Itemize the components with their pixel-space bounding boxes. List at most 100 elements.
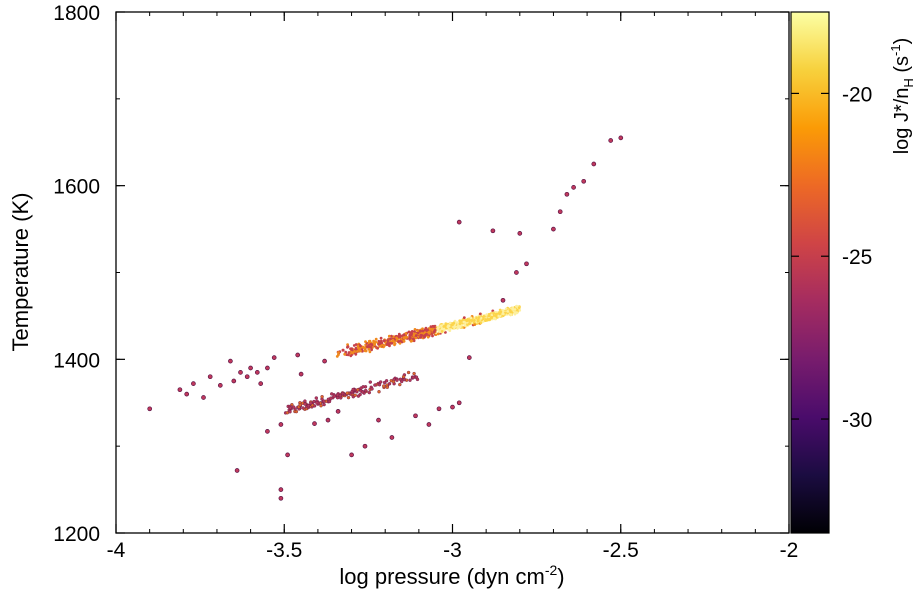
data-point <box>456 219 462 225</box>
density-cell <box>405 335 408 339</box>
density-cell <box>434 333 438 336</box>
density-cell <box>415 377 420 382</box>
density-cell <box>478 312 482 316</box>
density-cell <box>448 321 452 325</box>
data-point <box>524 261 529 267</box>
density-cell <box>292 405 296 409</box>
data-point <box>413 413 418 419</box>
data-point <box>278 487 284 492</box>
x-tick-label: -4 <box>107 539 126 562</box>
density-cell <box>386 339 390 342</box>
density-cell <box>494 312 498 316</box>
data-point <box>362 443 368 449</box>
density-cell <box>407 330 411 334</box>
density-cell <box>513 312 517 316</box>
density-cell <box>515 305 518 308</box>
density-cell <box>457 324 461 328</box>
density-cell <box>468 322 471 325</box>
density-cell <box>360 390 365 394</box>
density-cell <box>356 394 361 398</box>
density-cell <box>356 388 360 392</box>
density-cell <box>487 314 491 317</box>
data-point <box>312 421 317 426</box>
density-cell <box>439 324 443 328</box>
density-cell <box>373 340 376 344</box>
data-point <box>244 374 250 380</box>
density-cell <box>362 346 366 350</box>
data-point <box>551 226 556 232</box>
colorbar-label-subscript: H <box>901 78 916 87</box>
density-cell <box>354 346 358 350</box>
density-cell <box>301 406 305 410</box>
data-point <box>278 495 284 501</box>
density-cell <box>469 316 473 320</box>
data-point <box>295 352 301 358</box>
data-point <box>389 435 395 440</box>
data-point <box>581 178 587 184</box>
density-cell <box>367 390 371 395</box>
data-point <box>500 297 506 303</box>
density-cell <box>306 404 311 408</box>
density-cell <box>379 344 382 348</box>
data-point <box>466 355 472 360</box>
density-cell <box>462 316 466 319</box>
density-cell <box>351 387 355 392</box>
data-point <box>254 370 260 375</box>
density-cell <box>413 328 417 331</box>
axis-ticks: -4 -3.5 -3 -2.5 -2 1200 1400 1600 1800 <box>53 2 798 562</box>
data-point <box>608 138 614 143</box>
density-cell <box>429 325 433 328</box>
density-cell <box>315 401 319 405</box>
density-cell <box>452 321 456 325</box>
density-cell <box>438 330 442 334</box>
density-cell <box>288 410 292 414</box>
density-cell <box>366 345 370 349</box>
density-cell <box>428 327 432 331</box>
data-point <box>325 417 331 423</box>
data-point <box>349 452 354 458</box>
density-cell <box>473 323 477 326</box>
density-cell <box>421 329 425 333</box>
density-cell <box>492 312 496 315</box>
density-cell <box>418 329 422 333</box>
data-point <box>234 468 240 473</box>
data-point <box>191 381 196 386</box>
density-cell <box>346 345 350 348</box>
density-cell <box>341 348 345 352</box>
density-cell <box>349 354 353 358</box>
x-axis-label: log pressure (dyn cm-2) <box>339 562 564 589</box>
density-cell <box>369 346 373 349</box>
colorbar-label-superscript: -1 <box>888 44 903 56</box>
data-point <box>436 406 442 412</box>
density-cell <box>444 331 447 334</box>
density-cell <box>482 315 486 318</box>
colorbar-tick-label: -30 <box>842 409 872 432</box>
density-cell <box>288 406 293 410</box>
density-cell <box>376 346 379 350</box>
density-cell <box>359 349 362 353</box>
density-cell <box>320 395 324 399</box>
colorbar-tick-label: -25 <box>842 246 872 269</box>
density-cell <box>370 343 374 347</box>
density-cell <box>337 351 340 354</box>
density-cell <box>343 352 347 356</box>
x-tick-label: -2.5 <box>603 539 639 562</box>
data-point <box>285 452 290 458</box>
density-cell <box>443 324 447 328</box>
data-point <box>490 228 496 234</box>
density-cell <box>377 390 381 394</box>
density-cell <box>364 340 367 343</box>
colorbar-tick-label: -20 <box>842 83 872 106</box>
density-cell <box>384 379 389 383</box>
density-cell <box>364 388 368 393</box>
density-cell <box>468 319 471 322</box>
density-cell <box>511 307 515 311</box>
y-tick-label: 1400 <box>53 349 100 372</box>
density-cell <box>389 337 392 341</box>
density-cell <box>335 355 339 358</box>
density-cell <box>402 339 406 343</box>
density-cell <box>353 393 357 397</box>
density-cell <box>335 396 340 400</box>
density-cell <box>388 344 391 348</box>
